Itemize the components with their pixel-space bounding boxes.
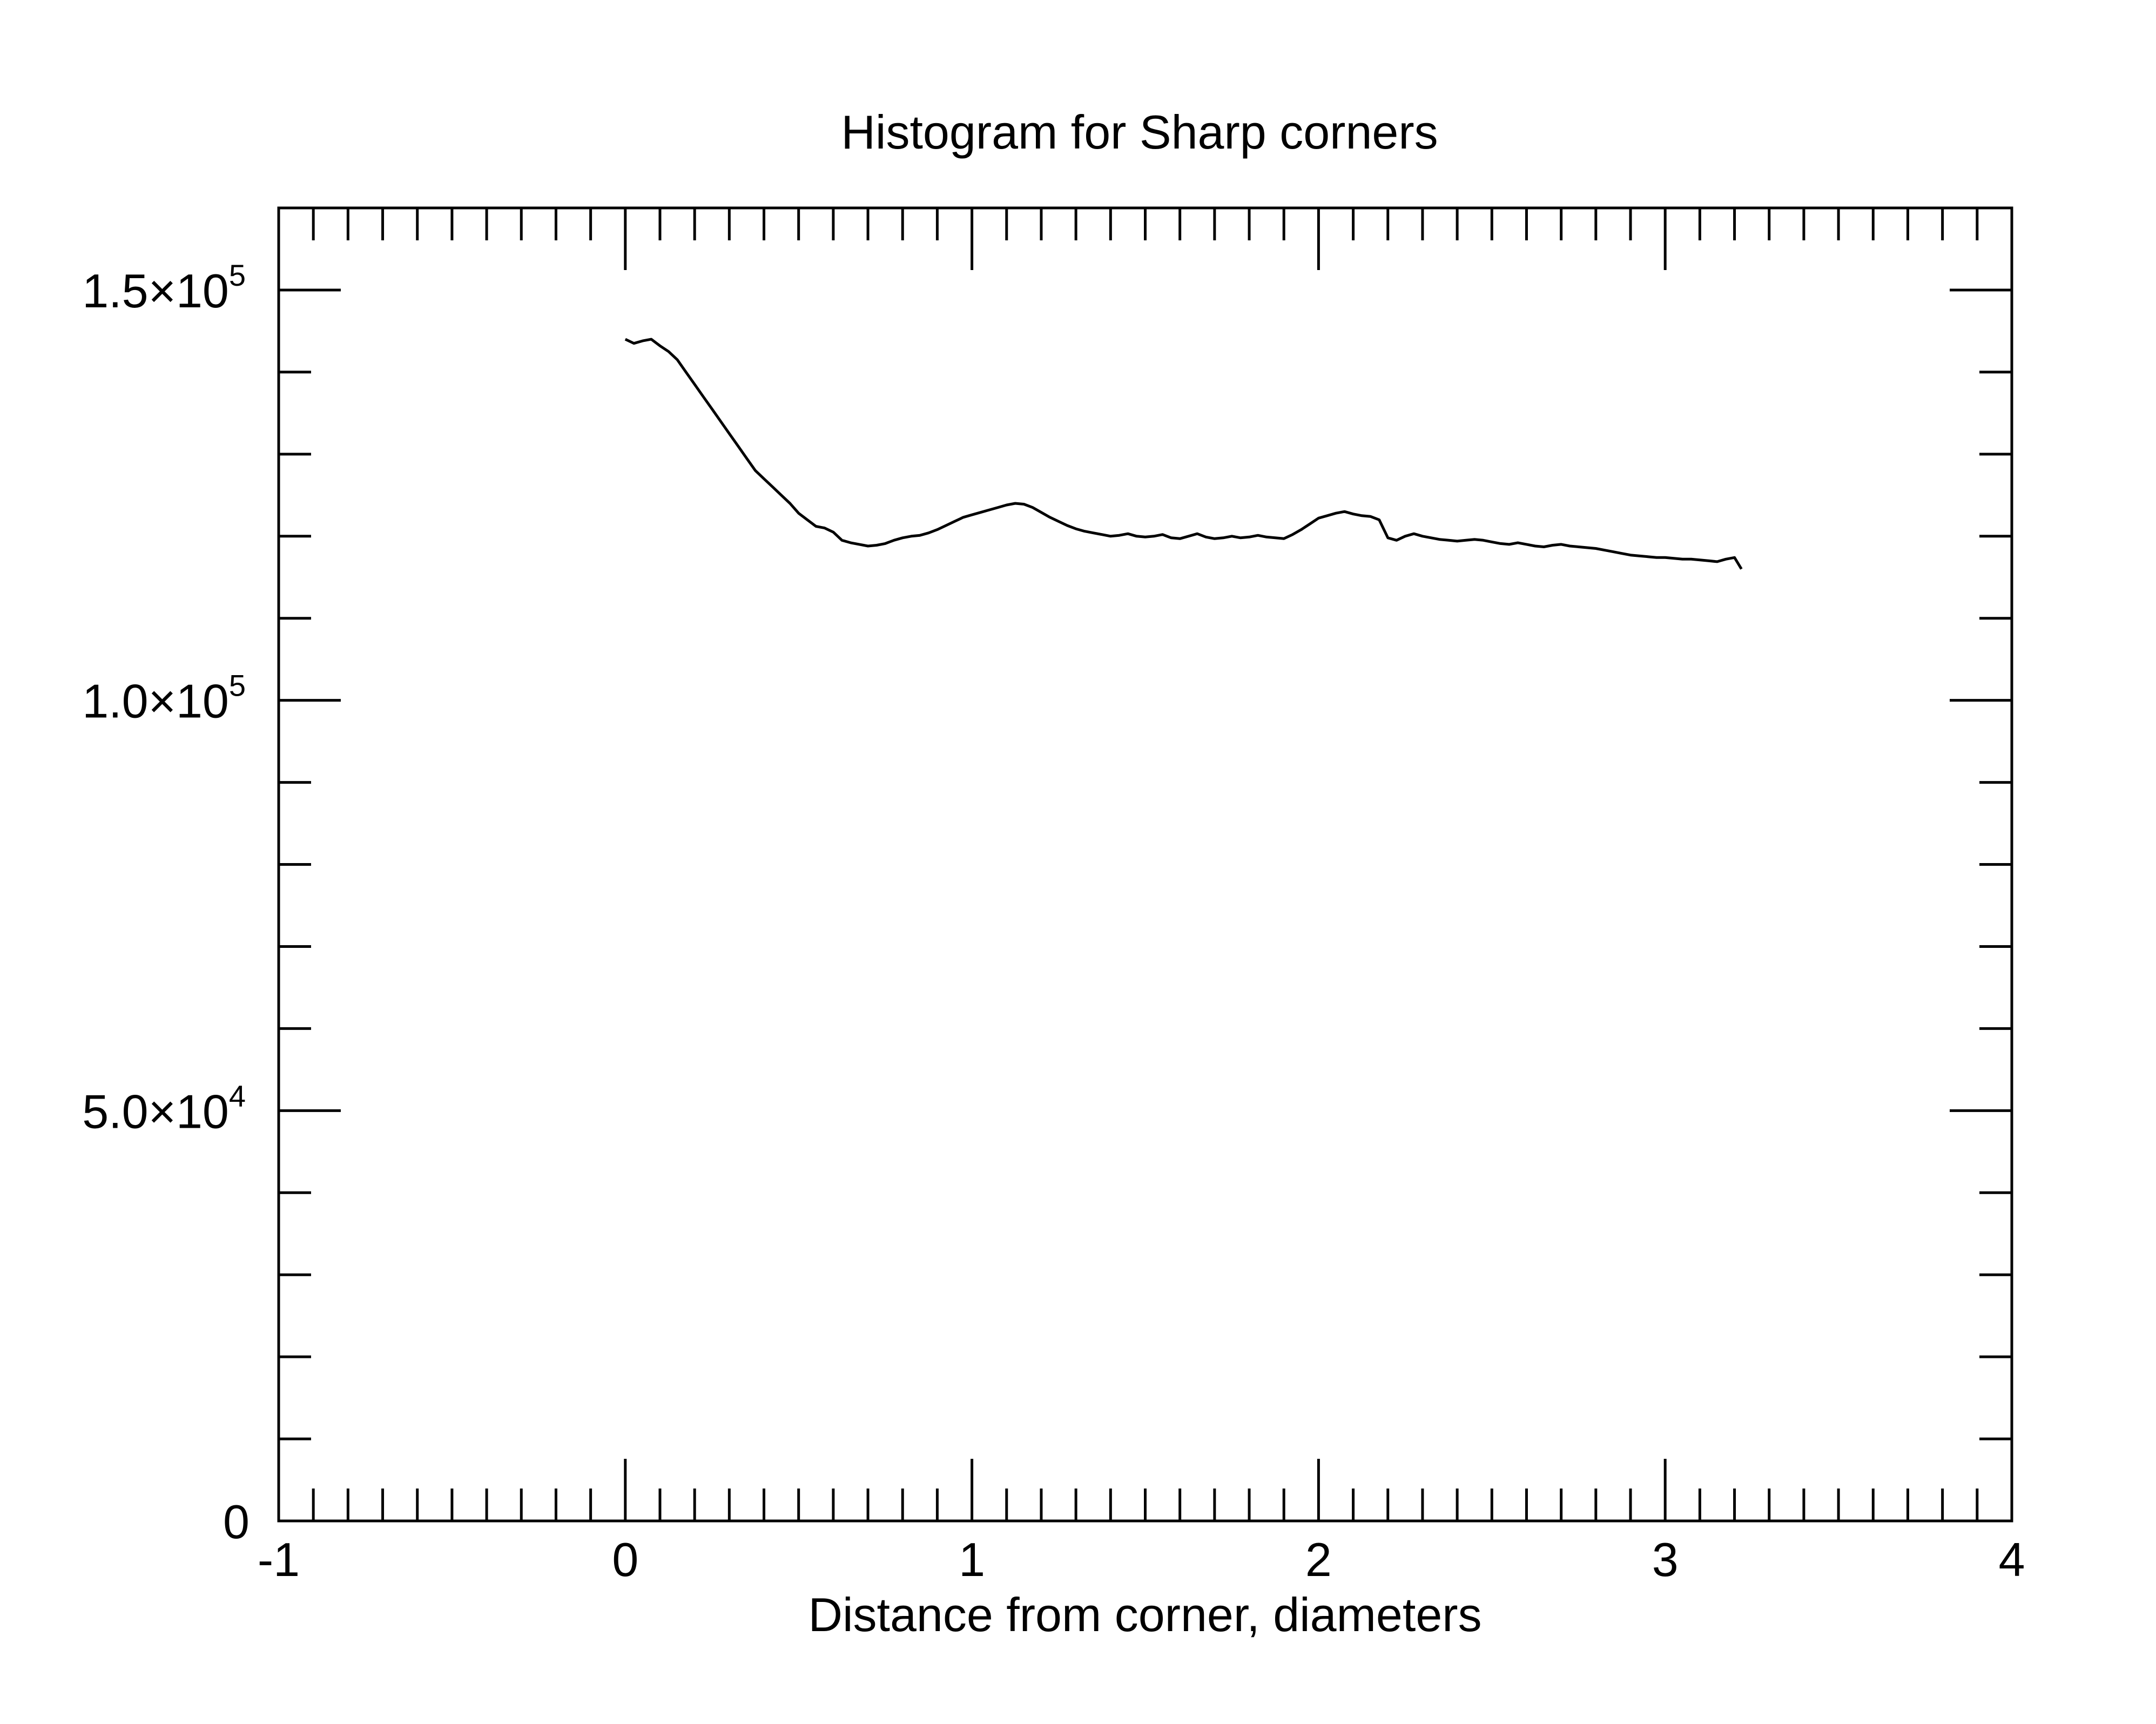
y-tick-label: 0 <box>223 1495 250 1548</box>
y-tick-labels: 0 5.0×104 1.0×105 1.5×105 <box>82 258 250 1548</box>
x-tick-label: 0 <box>612 1533 638 1586</box>
plot-frame <box>277 206 2013 1523</box>
y-tick-label: 5.0×104 <box>82 1079 246 1138</box>
y-tick-label: 1.0×105 <box>82 669 246 728</box>
y-tick-label: 1.5×105 <box>82 258 246 318</box>
chart-title: Histogram for Sharp corners <box>841 105 1438 159</box>
minor-ticks <box>279 208 2012 1521</box>
x-tick-labels: -1 0 1 2 3 4 <box>258 1533 2025 1586</box>
major-ticks <box>279 208 2012 1521</box>
series-line <box>624 338 1743 570</box>
x-tick-label: 4 <box>1999 1533 2025 1586</box>
x-tick-label: 2 <box>1305 1533 1332 1586</box>
x-tick-label: 1 <box>959 1533 985 1586</box>
x-tick-label: -1 <box>258 1533 300 1586</box>
x-axis-label: Distance from corner, diameters <box>808 1588 1481 1641</box>
x-tick-label: 3 <box>1652 1533 1679 1586</box>
